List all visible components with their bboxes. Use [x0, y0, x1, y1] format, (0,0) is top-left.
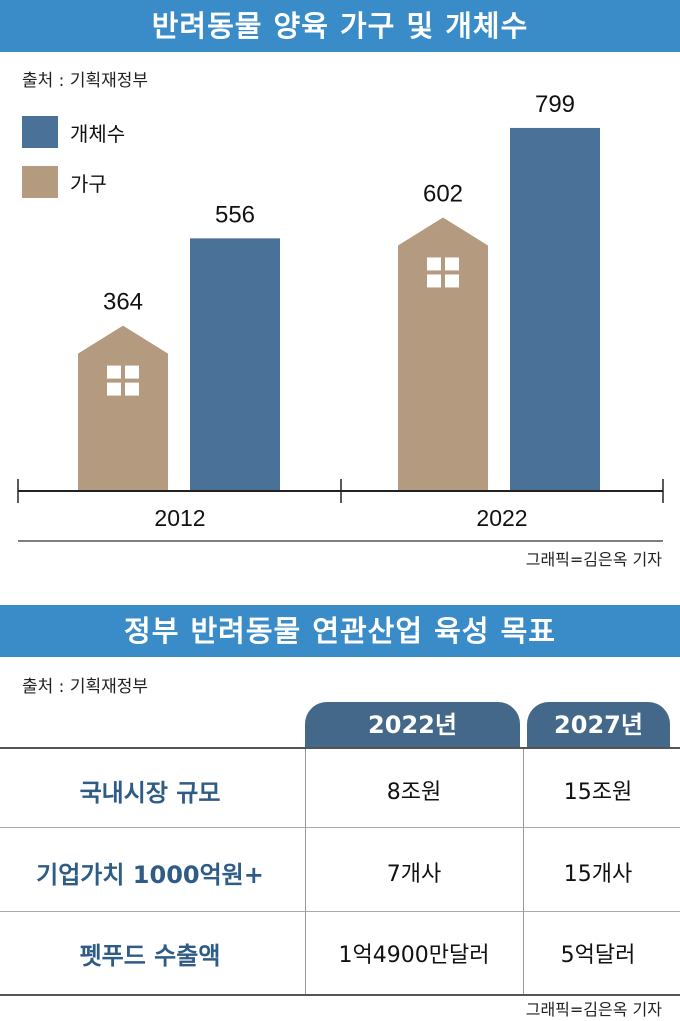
chart-source: 출처 : 기획재정부	[22, 71, 149, 91]
house-window-icon	[125, 365, 139, 379]
bar-가구-2012	[78, 325, 168, 491]
bar-개체수-2022	[510, 127, 600, 492]
table-bottom-rule	[0, 994, 680, 996]
chart-credit: 그래픽=김은옥 기자	[525, 550, 662, 569]
table-cell: 15개사	[563, 862, 633, 887]
data-label: 364	[103, 289, 143, 316]
table-source: 출처 : 기획재정부	[22, 677, 149, 697]
table-cell: 5억달러	[560, 943, 636, 968]
column-header-2022: 2022년	[305, 702, 520, 748]
row-label: 펫푸드 수출액	[79, 942, 221, 970]
table-column-divider	[305, 749, 306, 994]
legend-swatch-가구	[22, 166, 58, 198]
house-window-icon	[427, 257, 441, 271]
column-header-2027: 2027년	[527, 702, 670, 748]
table-cell: 1억4900만달러	[338, 943, 490, 968]
data-label: 602	[423, 180, 463, 207]
table-top-rule	[0, 747, 680, 749]
house-window-icon	[107, 382, 121, 396]
legend-swatch-개체수	[22, 116, 58, 148]
row-label: 국내시장 규모	[79, 779, 221, 807]
data-label: 556	[215, 201, 255, 228]
legend-label-개체수: 개체수	[70, 121, 126, 146]
x-tick-label: 2022	[476, 505, 527, 531]
house-window-icon	[445, 274, 459, 288]
bar-chart: 364 556 602 799 2012 2022	[17, 91, 664, 542]
data-label: 799	[535, 91, 575, 118]
table-title: 정부 반려동물 연관산업 육성 목표	[0, 605, 680, 657]
table-row-divider	[0, 827, 680, 828]
bar-개체수-2012	[190, 238, 280, 491]
house-window-icon	[427, 274, 441, 288]
house-window-icon	[107, 365, 121, 379]
chart-title: 반려동물 양육 가구 및 개체수	[0, 0, 680, 52]
table-row-divider	[0, 911, 680, 912]
legend-item-개체수: 개체수	[22, 116, 125, 148]
x-tick-label: 2012	[154, 505, 205, 531]
table-cell: 8조원	[386, 780, 442, 805]
house-window-icon	[445, 257, 459, 271]
table-column-divider	[523, 749, 524, 994]
row-label: 기업가치 1000억원+	[36, 861, 264, 889]
bar-가구-2022	[398, 217, 488, 491]
legend-item-가구: 가구	[22, 166, 107, 198]
table-cell: 7개사	[386, 862, 442, 887]
table-cell: 15조원	[563, 780, 633, 805]
house-window-icon	[125, 382, 139, 396]
legend-label-가구: 가구	[70, 171, 107, 196]
table-credit: 그래픽=김은옥 기자	[525, 1000, 662, 1019]
